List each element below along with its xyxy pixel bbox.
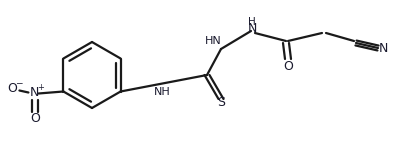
Text: NH: NH [153, 87, 170, 97]
Text: O: O [30, 112, 40, 125]
Text: H: H [248, 17, 256, 27]
Text: O: O [283, 61, 293, 74]
Text: −: − [15, 78, 22, 87]
Text: N: N [30, 86, 39, 99]
Text: S: S [217, 96, 225, 110]
Text: N: N [378, 41, 388, 55]
Text: HN: HN [205, 36, 221, 46]
Text: N: N [247, 22, 257, 35]
Text: O: O [8, 82, 18, 95]
Text: +: + [37, 83, 44, 92]
